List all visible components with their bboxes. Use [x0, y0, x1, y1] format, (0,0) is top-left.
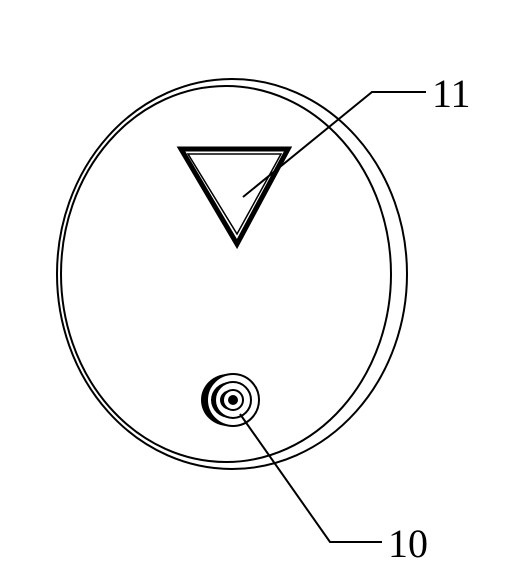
label-11: 11	[432, 71, 471, 116]
label-10: 10	[388, 521, 428, 566]
triangle-cutout-inner	[188, 154, 281, 234]
leader-10	[240, 414, 382, 542]
figure: 11 10	[0, 0, 527, 584]
connector-boss	[201, 374, 259, 426]
